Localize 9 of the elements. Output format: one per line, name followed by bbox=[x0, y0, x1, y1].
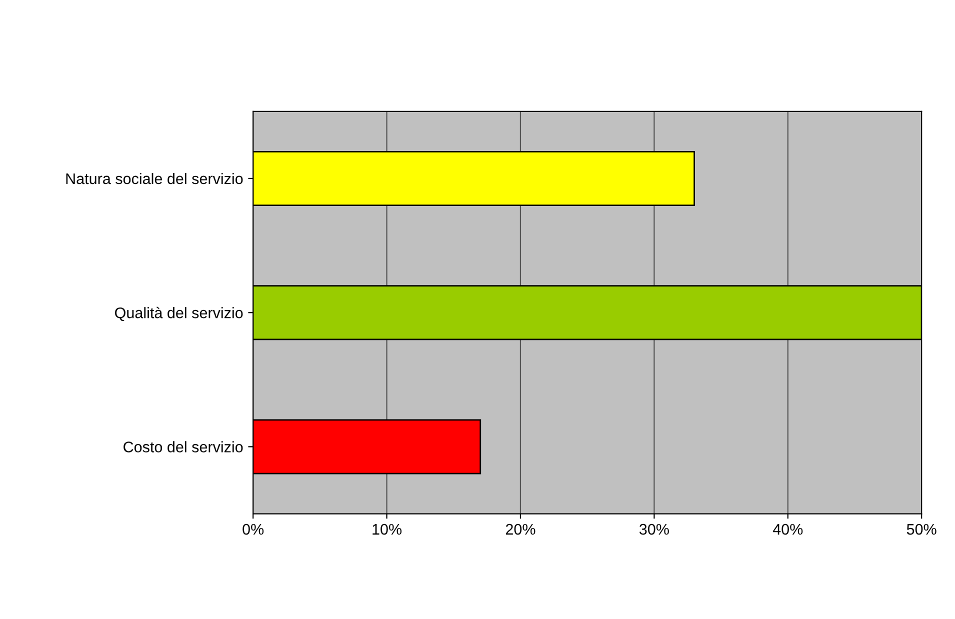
x-tick-label: 30% bbox=[639, 524, 669, 535]
x-tick-label: 10% bbox=[372, 524, 402, 535]
x-tick-label: 50% bbox=[906, 524, 936, 535]
x-tick-label: 20% bbox=[506, 524, 536, 535]
x-tick-label: 40% bbox=[772, 524, 803, 535]
y-tick-label: Natura sociale del servizio bbox=[66, 172, 243, 184]
y-tick-label: Costo del servizio bbox=[124, 441, 243, 452]
x-tick-label: 0% bbox=[242, 524, 264, 535]
y-tick-label: Qualità del servizio bbox=[115, 306, 243, 322]
